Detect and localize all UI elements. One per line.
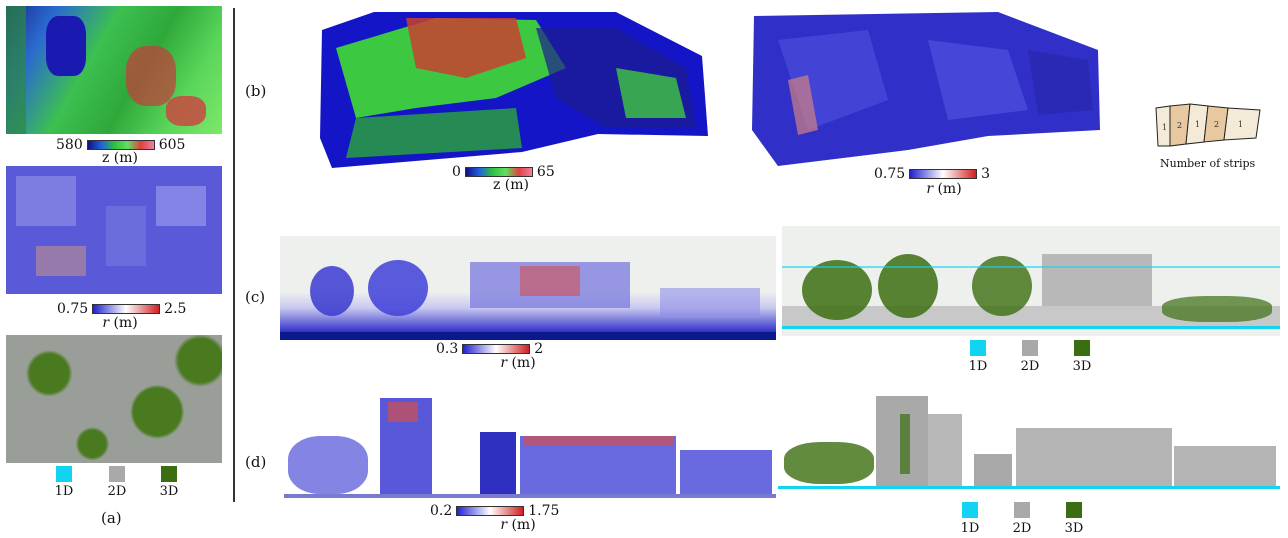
d-legend-1d-swatch: [962, 502, 978, 518]
column-divider: [233, 8, 235, 502]
c-legend-2d-label: 2D: [1020, 359, 1040, 374]
b-right-unit-var: r: [926, 181, 934, 197]
c-legend-3d-label: 3D: [1072, 359, 1092, 374]
c-left-roughness-scan: [280, 236, 776, 340]
a-mid-gradient: [92, 304, 161, 314]
d-legend-2d-label: 2D: [1012, 521, 1032, 536]
a-mid-unit-rest: (m): [109, 315, 138, 331]
a-mid-max: 2.5: [164, 301, 187, 317]
panel-a-dimensionality-map: [6, 335, 222, 463]
d-legend-1d-label: 1D: [960, 521, 980, 536]
b-right-unit-rest: (m): [933, 181, 962, 197]
c-legend-1d-label: 1D: [968, 359, 988, 374]
b-left-unit: z (m): [492, 177, 530, 193]
a-legend-1d-swatch: [56, 466, 72, 482]
d-left-roughness-scan: [284, 396, 776, 500]
a-mid-unit: r (m): [90, 316, 150, 330]
c-left-unit-rest: (m): [507, 355, 536, 371]
a-legend-3d-label: 3D: [159, 484, 179, 499]
c-left-colorbar: 0.3 2: [436, 342, 543, 356]
d-left-colorbar: 0.2 1.75: [430, 504, 559, 518]
b-left-elevation-map: [320, 12, 708, 168]
strips-caption: Number of strips: [1160, 157, 1256, 170]
strip-number-1: 1: [1162, 123, 1167, 132]
c-legend-3d-swatch: [1074, 340, 1090, 356]
a-top-max: 605: [158, 137, 186, 153]
c-right-dimensionality-scan: [782, 226, 1280, 336]
b-left-max: 65: [536, 164, 555, 180]
b-right-colorbar: 0.75 3: [874, 167, 990, 181]
panel-a-roughness-map: [6, 166, 222, 294]
a-top-gradient: [86, 140, 155, 150]
label-a: (a): [101, 509, 122, 527]
a-legend-3d-swatch: [161, 466, 177, 482]
d-left-unit: r (m): [488, 518, 548, 532]
a-legend-2d-label: 2D: [107, 484, 127, 499]
b-left-colorbar: 0 65: [452, 165, 555, 179]
c-left-max: 2: [534, 341, 544, 357]
b-left-gradient: [464, 167, 533, 177]
b-right-max: 3: [981, 166, 991, 182]
a-legend-2d-swatch: [109, 466, 125, 482]
strips-diagram: 1 2 1 2 1: [1155, 103, 1261, 147]
d-left-unit-rest: (m): [507, 517, 536, 533]
strip-number-2: 2: [1177, 121, 1182, 130]
a-mid-min: 0.75: [57, 301, 89, 317]
b-right-roughness-map: [752, 12, 1100, 166]
a-top-unit: z (m): [101, 150, 139, 166]
c-legend-2d-swatch: [1022, 340, 1038, 356]
b-right-unit: r (m): [914, 182, 974, 196]
a-top-colorbar: 580 605: [56, 138, 185, 152]
strip-number-4: 2: [1214, 120, 1219, 129]
d-left-max: 1.75: [528, 503, 560, 519]
a-mid-colorbar: 0.75 2.5: [57, 302, 186, 316]
d-right-dimensionality-scan: [778, 394, 1280, 504]
c-left-gradient: [462, 344, 531, 354]
d-legend-2d-swatch: [1014, 502, 1030, 518]
b-right-min: 0.75: [874, 166, 906, 182]
panel-a-elevation-map: [6, 6, 222, 134]
c-legend-1d-swatch: [970, 340, 986, 356]
b-right-gradient: [909, 169, 978, 179]
d-left-gradient: [456, 506, 525, 516]
c-left-unit: r (m): [488, 356, 548, 370]
strip-number-5: 1: [1238, 120, 1243, 129]
label-c: (c): [245, 288, 266, 306]
a-legend-1d-label: 1D: [54, 484, 74, 499]
a-top-min: 580: [56, 137, 83, 153]
d-legend-3d-swatch: [1066, 502, 1082, 518]
c-left-unit-var: r: [500, 355, 508, 371]
d-left-unit-var: r: [500, 517, 508, 533]
label-b: (b): [245, 82, 267, 100]
label-d: (d): [245, 453, 267, 471]
c-left-min: 0.3: [436, 341, 459, 357]
d-legend-3d-label: 3D: [1064, 521, 1084, 536]
b-left-min: 0: [452, 164, 461, 180]
d-left-min: 0.2: [430, 503, 453, 519]
strip-number-3: 1: [1195, 120, 1200, 129]
a-mid-unit-var: r: [102, 315, 110, 331]
